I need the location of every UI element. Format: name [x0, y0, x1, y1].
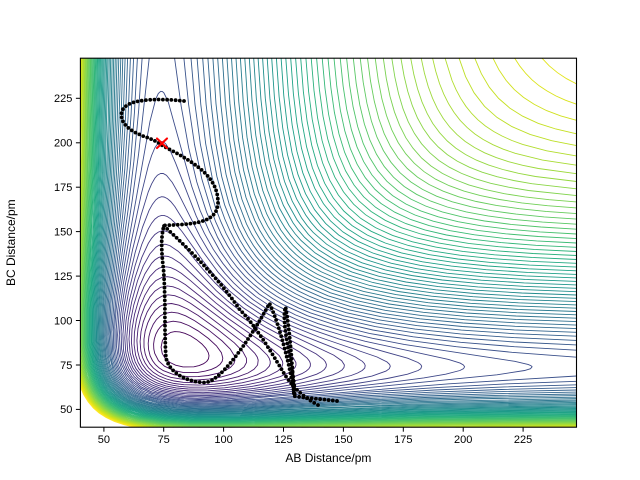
svg-text:75: 75 [158, 434, 170, 446]
svg-text:125: 125 [274, 434, 292, 446]
svg-text:50: 50 [98, 434, 110, 446]
svg-text:125: 125 [54, 271, 72, 283]
svg-text:150: 150 [334, 434, 352, 446]
svg-text:175: 175 [394, 434, 412, 446]
svg-text:100: 100 [54, 315, 72, 327]
svg-text:50: 50 [60, 404, 72, 416]
svg-text:225: 225 [514, 434, 532, 446]
svg-text:225: 225 [54, 93, 72, 105]
svg-text:150: 150 [54, 226, 72, 238]
svg-text:BC Distance/pm: BC Distance/pm [4, 199, 18, 286]
svg-text:100: 100 [214, 434, 232, 446]
svg-text:200: 200 [454, 434, 472, 446]
svg-text:200: 200 [54, 138, 72, 150]
svg-text:175: 175 [54, 182, 72, 194]
svg-text:AB Distance/pm: AB Distance/pm [285, 451, 371, 465]
svg-text:75: 75 [60, 360, 72, 372]
